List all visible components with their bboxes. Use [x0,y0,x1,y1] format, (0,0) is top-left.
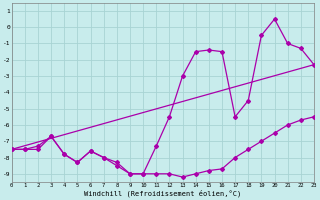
X-axis label: Windchill (Refroidissement éolien,°C): Windchill (Refroidissement éolien,°C) [84,190,242,197]
